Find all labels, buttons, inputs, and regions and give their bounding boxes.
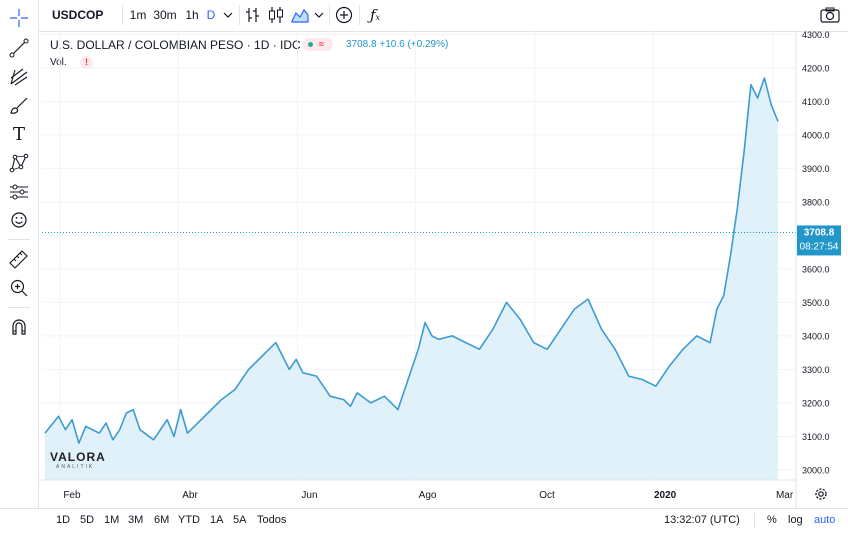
top-toolbar	[0, 0, 848, 32]
y-tick-label: 3500.0	[802, 298, 830, 308]
zoom-in-icon[interactable]	[6, 275, 32, 301]
price-label-box	[797, 225, 841, 256]
bar-style-icon[interactable]	[243, 4, 263, 26]
prediction-icon[interactable]	[6, 179, 32, 205]
range-3m[interactable]: 3M	[128, 514, 144, 526]
trend-line-icon[interactable]	[6, 35, 32, 61]
symbol-search[interactable]: USDCOP	[52, 8, 104, 22]
area-icon[interactable]	[289, 4, 311, 26]
crosshair-icon[interactable]	[6, 5, 32, 31]
x-tick-label: Oct	[539, 490, 555, 501]
chart-title: U.S. DOLLAR / COLOMBIAN PESO · 1D · IDC	[50, 38, 301, 52]
y-tick-label: 3600.0	[802, 264, 830, 274]
range-ytd[interactable]: YTD	[178, 514, 200, 526]
price-label-value: 3708.8	[804, 227, 835, 238]
y-tick-label: 4300.0	[802, 30, 830, 40]
y-tick-label: 4000.0	[802, 130, 830, 140]
market-status-badge[interactable]: ≈	[303, 38, 333, 51]
pitchfork-icon[interactable]	[6, 64, 32, 90]
status-dot-icon	[308, 42, 313, 47]
x-tick-label: Feb	[63, 490, 81, 501]
range-1d[interactable]: 1D	[56, 514, 71, 526]
interval-1h[interactable]: 1h	[185, 8, 199, 22]
range-all[interactable]: Todos	[257, 514, 287, 526]
x-tick-label: Ago	[419, 490, 437, 501]
magnet-icon[interactable]	[6, 314, 32, 340]
y-tick-label: 3000.0	[802, 465, 830, 475]
volume-label: Vol.	[50, 57, 67, 68]
y-tick-label: 3300.0	[802, 365, 830, 375]
price-area-fill	[45, 77, 778, 481]
y-tick-label: 3400.0	[802, 331, 830, 341]
percent-toggle[interactable]: %	[767, 514, 777, 526]
brush-icon[interactable]	[6, 93, 32, 119]
bottom-toolbar	[0, 508, 848, 533]
current-price-marker: 3708.8 08:27:54	[797, 225, 841, 256]
range-5d[interactable]: 5D	[80, 514, 95, 526]
x-tick-label: Abr	[182, 490, 198, 501]
auto-toggle[interactable]: auto	[814, 514, 836, 526]
toolbar-divider	[8, 239, 30, 240]
settings-gear-icon[interactable]	[812, 485, 830, 503]
range-1a[interactable]: 1A	[210, 514, 224, 526]
indicators-icon[interactable]: ƒx	[369, 6, 381, 24]
x-tick-label: Mar	[776, 490, 794, 501]
emoji-icon[interactable]	[6, 207, 32, 233]
watermark-name: VALORA	[50, 450, 106, 464]
interval-30m[interactable]: 30m	[153, 8, 177, 22]
price-label-countdown: 08:27:54	[800, 241, 839, 252]
volume-alert-badge[interactable]: !	[80, 56, 93, 69]
x-tick-label: 2020	[654, 490, 677, 501]
y-tick-label: 4200.0	[802, 63, 830, 73]
range-5a[interactable]: 5A	[233, 514, 247, 526]
candles-icon[interactable]	[266, 4, 286, 26]
watermark-logo: VALORA ANALITIK	[50, 450, 106, 470]
compare-icon[interactable]	[333, 4, 355, 26]
ruler-icon[interactable]	[6, 246, 32, 272]
y-tick-label: 3800.0	[802, 197, 830, 207]
toolbar-divider	[359, 5, 360, 25]
toolbar-divider	[8, 307, 30, 308]
toolbar-divider	[754, 513, 755, 528]
range-6m[interactable]: 6M	[154, 514, 170, 526]
drawing-toolbar	[0, 0, 39, 532]
y-tick-label: 3900.0	[802, 164, 830, 174]
toolbar-divider	[329, 5, 330, 25]
legend-price: 3708.8 +10.6 (+0.29%)	[346, 39, 449, 50]
y-tick-label: 3200.0	[802, 398, 830, 408]
toolbar-divider	[239, 5, 240, 25]
price-line	[44, 77, 779, 444]
x-tick-label: Jun	[301, 490, 317, 501]
status-symbol: ≈	[319, 39, 324, 49]
utc-clock[interactable]: 13:32:07 (UTC)	[664, 514, 740, 526]
y-tick-label: 4100.0	[802, 97, 830, 107]
text-icon[interactable]: T	[12, 124, 25, 145]
camera-icon[interactable]	[818, 4, 842, 26]
dropdown-chevron-icon[interactable]	[312, 4, 326, 26]
pattern-icon[interactable]	[6, 150, 32, 176]
toolbar-divider	[122, 5, 123, 25]
dropdown-chevron-icon[interactable]	[221, 4, 235, 26]
log-toggle[interactable]: log	[788, 514, 803, 526]
interval-1m[interactable]: 1m	[129, 8, 147, 22]
range-1m[interactable]: 1M	[104, 514, 120, 526]
watermark-sub: ANALITIK	[56, 464, 95, 470]
y-tick-label: 3100.0	[802, 432, 830, 442]
interval-d[interactable]: D	[206, 8, 216, 22]
time-axis: Feb Abr Jun Ago Oct 2020 Mar	[63, 490, 794, 501]
